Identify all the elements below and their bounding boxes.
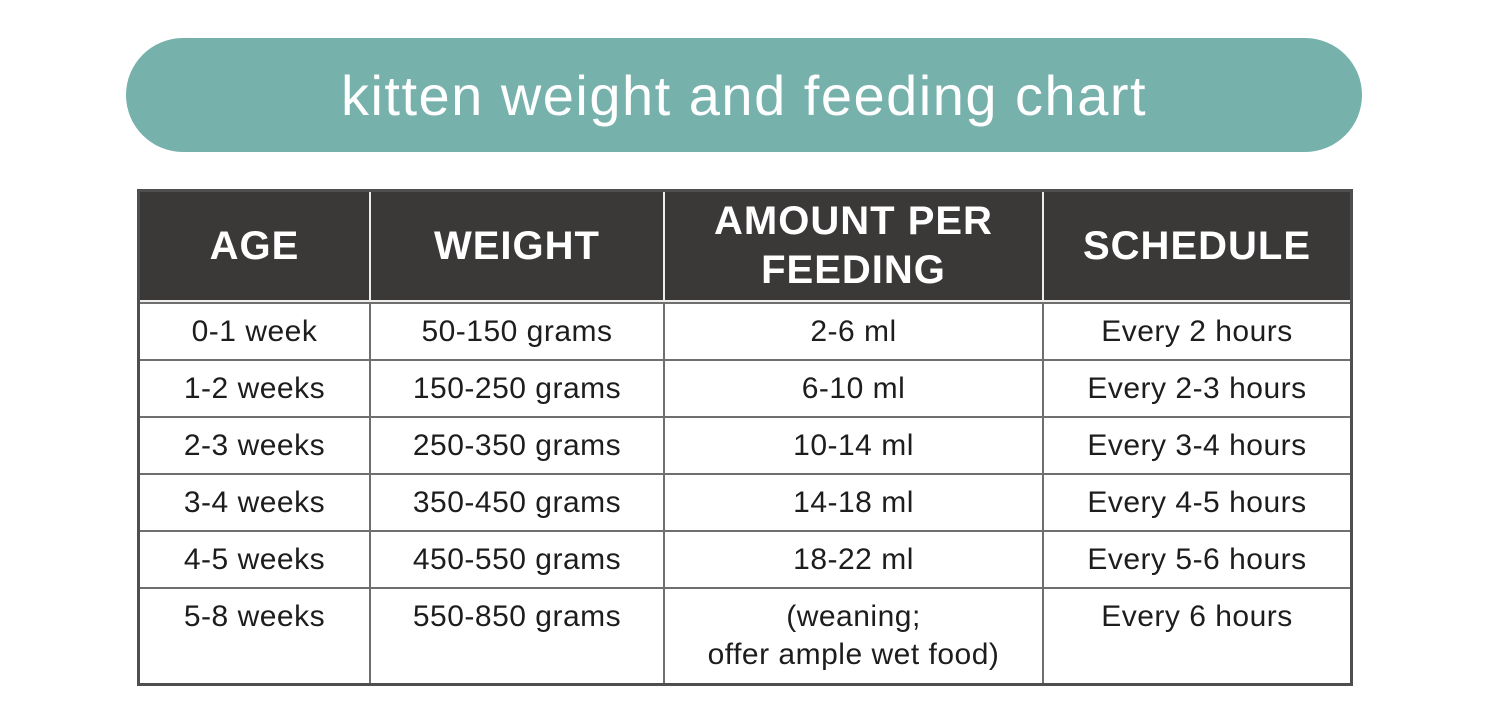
page-title: kitten weight and feeding chart — [340, 63, 1148, 127]
cell-amount: 2-6 ml — [665, 302, 1044, 359]
column-header-amount: AMOUNT PER FEEDING — [665, 192, 1044, 302]
cell-amount: 10-14 ml — [665, 416, 1044, 473]
cell-age: 1-2 weeks — [140, 359, 371, 416]
table-row: 4-5 weeks 450-550 grams 18-22 ml Every 5… — [140, 530, 1350, 587]
cell-schedule: Every 2 hours — [1044, 302, 1350, 359]
table-row: 1-2 weeks 150-250 grams 6-10 ml Every 2-… — [140, 359, 1350, 416]
cell-age: 2-3 weeks — [140, 416, 371, 473]
table-row: 2-3 weeks 250-350 grams 10-14 ml Every 3… — [140, 416, 1350, 473]
cell-schedule: Every 4-5 hours — [1044, 473, 1350, 530]
cell-schedule: Every 2-3 hours — [1044, 359, 1350, 416]
weaning-note-line-2: offer ample wet food) — [707, 638, 1000, 671]
cell-age: 3-4 weeks — [140, 473, 371, 530]
cell-weight: 50-150 grams — [371, 302, 665, 359]
cell-schedule: Every 3-4 hours — [1044, 416, 1350, 473]
cell-amount: 18-22 ml — [665, 530, 1044, 587]
cell-amount: 14-18 ml — [665, 473, 1044, 530]
weaning-note-line-1: (weaning; — [786, 600, 921, 633]
column-header-schedule: SCHEDULE — [1044, 192, 1350, 302]
cell-weight: 350-450 grams — [371, 473, 665, 530]
cell-schedule: Every 5-6 hours — [1044, 530, 1350, 587]
cell-schedule: Every 6 hours — [1044, 587, 1350, 683]
cell-weight: 550-850 grams — [371, 587, 665, 683]
table-header-row: AGE WEIGHT AMOUNT PER FEEDING SCHEDULE — [140, 192, 1350, 302]
cell-weight: 150-250 grams — [371, 359, 665, 416]
column-header-weight: WEIGHT — [371, 192, 665, 302]
title-banner: kitten weight and feeding chart — [126, 38, 1362, 152]
cell-weight: 450-550 grams — [371, 530, 665, 587]
cell-amount: 6-10 ml — [665, 359, 1044, 416]
table-row: 3-4 weeks 350-450 grams 14-18 ml Every 4… — [140, 473, 1350, 530]
cell-age: 0-1 week — [140, 302, 371, 359]
cell-amount-weaning-note: (weaning; offer ample wet food) — [665, 587, 1044, 683]
column-header-age: AGE — [140, 192, 371, 302]
cell-age: 4-5 weeks — [140, 530, 371, 587]
table-row: 0-1 week 50-150 grams 2-6 ml Every 2 hou… — [140, 302, 1350, 359]
cell-age: 5-8 weeks — [140, 587, 371, 683]
feeding-chart-table: AGE WEIGHT AMOUNT PER FEEDING SCHEDULE 0… — [137, 189, 1353, 686]
table-row: 5-8 weeks 550-850 grams (weaning; offer … — [140, 587, 1350, 683]
cell-weight: 250-350 grams — [371, 416, 665, 473]
